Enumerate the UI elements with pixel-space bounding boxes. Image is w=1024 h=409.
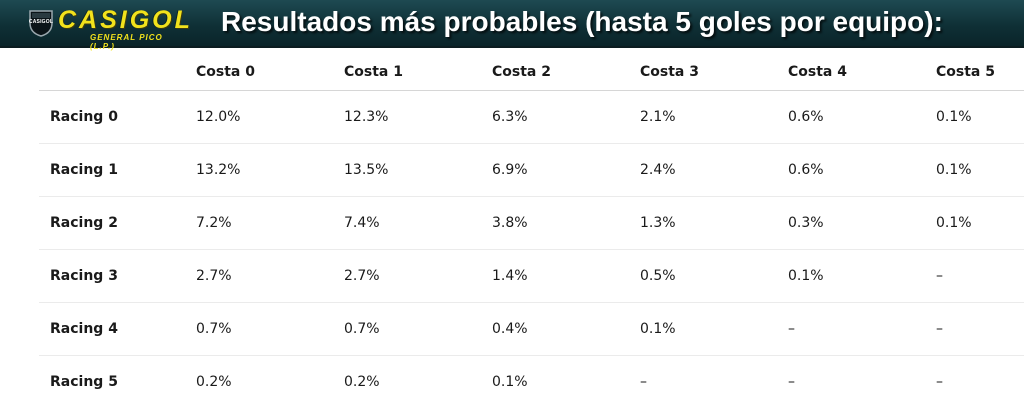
table-cell: –: [925, 249, 1024, 303]
column-header: Costa 5: [925, 54, 1024, 91]
row-header: Racing 5: [50, 374, 118, 390]
table-cell: 7.4%: [333, 196, 481, 250]
table-cell: 0.5%: [629, 249, 777, 303]
table-cell: 0.1%: [925, 143, 1024, 197]
table-cell: 3.8%: [481, 196, 629, 250]
table-cell: 0.1%: [925, 90, 1024, 144]
table-cell: 0.6%: [777, 90, 925, 144]
corner-header: [39, 54, 185, 91]
table-cell: 13.5%: [333, 143, 481, 197]
table-cell: 1.3%: [629, 196, 777, 250]
table-cell: 7.2%: [185, 196, 333, 250]
row-header: Racing 2: [39, 196, 185, 250]
table-cell: 0.2%: [344, 374, 380, 390]
row-header: Racing 1: [39, 143, 185, 197]
table-cell: 2.1%: [629, 90, 777, 144]
table-cell: –: [936, 374, 943, 390]
shield-icon: [29, 10, 53, 37]
column-header: Costa 1: [333, 54, 481, 91]
table-header-row: Costa 0 Costa 1 Costa 2 Costa 3 Costa 4 …: [39, 54, 1024, 91]
logo-wordmark: CASIGOL: [58, 6, 193, 34]
column-header: Costa 4: [777, 54, 925, 91]
table-cell: 0.7%: [333, 302, 481, 356]
table-cell: 0.1%: [777, 249, 925, 303]
column-header: Costa 3: [629, 54, 777, 91]
casigol-logo[interactable]: CASIGOL CASIGOL GENERAL PICO (L.P.): [28, 6, 190, 51]
table-cell: –: [777, 302, 925, 356]
table-cell: 2.7%: [185, 249, 333, 303]
row-header: Racing 4: [39, 302, 185, 356]
table-cell: 6.3%: [481, 90, 629, 144]
probability-table: Costa 0 Costa 1 Costa 2 Costa 3 Costa 4 …: [39, 54, 1024, 408]
table-cell: 0.1%: [925, 196, 1024, 250]
row-header: Racing 3: [39, 249, 185, 303]
column-header: Costa 0: [185, 54, 333, 91]
table-cell: 6.9%: [481, 143, 629, 197]
header-banner: CASIGOL CASIGOL GENERAL PICO (L.P.) Resu…: [0, 0, 1024, 51]
table-cell: –: [640, 374, 647, 390]
column-header: Costa 2: [481, 54, 629, 91]
logo-badge-text: CASIGOL: [28, 19, 54, 25]
table-cell: 0.7%: [185, 302, 333, 356]
table-cell: 0.2%: [196, 374, 232, 390]
table-cell: 1.4%: [481, 249, 629, 303]
table-cell: 0.6%: [777, 143, 925, 197]
table-cell: 12.3%: [333, 90, 481, 144]
logo-subtitle: GENERAL PICO (L.P.): [90, 33, 163, 51]
table-cell: 2.7%: [333, 249, 481, 303]
table-cell: 0.3%: [777, 196, 925, 250]
table-cell: 13.2%: [185, 143, 333, 197]
row-header: Racing 0: [39, 90, 185, 144]
table-row: Racing 2 7.2% 7.4% 3.8% 1.3% 0.3% 0.1%: [39, 196, 1024, 250]
table-row: Racing 5 0.2% 0.2% 0.1% – – –: [39, 356, 1024, 409]
page-title: Resultados más probables (hasta 5 goles …: [221, 6, 943, 37]
table-row: Racing 3 2.7% 2.7% 1.4% 0.5% 0.1% –: [39, 249, 1024, 303]
table-cell: 12.0%: [185, 90, 333, 144]
table-cell: 0.1%: [492, 374, 528, 390]
table-cell: 0.4%: [481, 302, 629, 356]
table-cell: 2.4%: [629, 143, 777, 197]
table-cell: –: [788, 374, 795, 390]
table-cell: –: [925, 302, 1024, 356]
table-row: Racing 1 13.2% 13.5% 6.9% 2.4% 0.6% 0.1%: [39, 143, 1024, 197]
table-cell: 0.1%: [629, 302, 777, 356]
table-row: Racing 4 0.7% 0.7% 0.4% 0.1% – –: [39, 302, 1024, 356]
table-row: Racing 0 12.0% 12.3% 6.3% 2.1% 0.6% 0.1%: [39, 90, 1024, 144]
